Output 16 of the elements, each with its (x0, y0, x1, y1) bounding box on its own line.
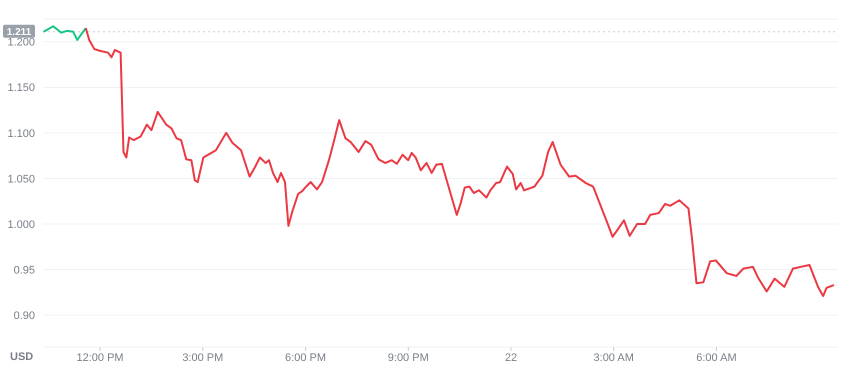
y-tick-label: 0.90 (14, 310, 35, 322)
y-tick-label: 0.95 (14, 264, 35, 276)
y-tick-label: 1.100 (7, 128, 35, 140)
x-tick-label: 3:00 PM (182, 352, 224, 364)
y-tick-label: 1.000 (7, 218, 35, 231)
y-tick-label: 1.050 (7, 173, 35, 186)
x-tick-label: 9:00 PM (388, 352, 429, 364)
x-tick-label: 6:00 PM (285, 352, 326, 364)
y-tick-label: 1.150 (7, 82, 35, 94)
x-tick-label: 6:00 AM (696, 352, 737, 364)
y-tick-label: 1.200 (7, 36, 35, 49)
y-axis-title: USD (10, 351, 34, 363)
x-tick-label: 3:00 AM (594, 352, 634, 364)
x-tick-label: 12:00 PM (76, 352, 124, 364)
x-tick-label: 22 (504, 352, 518, 364)
ref-line-label: 1.211 (6, 26, 32, 38)
